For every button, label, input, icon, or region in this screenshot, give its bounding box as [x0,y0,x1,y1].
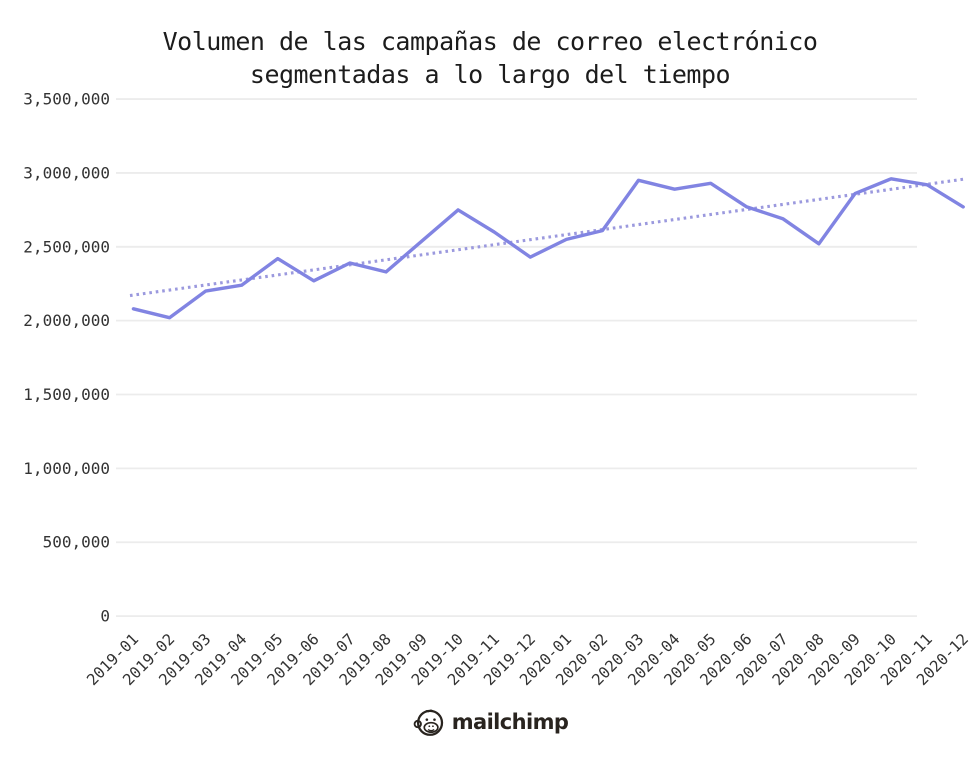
volume-line [131,177,965,320]
y-axis-tick-label: 1,500,000 [23,385,110,404]
mailchimp-logo: mailchimp [0,702,980,742]
y-axis-tick-label: 0 [100,607,110,626]
chart-title: Volumen de las campañas de correo electr… [0,25,980,91]
line-chart-plot: 3,500,000 3,000,000 2,500,000 2,000,000 1,50… [23,90,972,689]
y-axis-tick-label: 3,500,000 [23,90,110,109]
chart-title-line-1: Volumen de las campañas de correo electr… [162,27,818,56]
y-axis-tick-label: 2,000,000 [23,311,110,330]
mailchimp-freddie-icon [413,708,443,736]
trend-line [129,177,967,298]
y-axis-tick-label: 500,000 [43,533,110,552]
y-axis-tick-label: 1,000,000 [23,459,110,478]
chart-title-line-2: segmentadas a lo largo del tiempo [249,60,731,89]
y-axis-tick-label: 3,000,000 [23,163,110,182]
mailchimp-wordmark: mailchimp [451,710,569,734]
y-axis-tick-label: 2,500,000 [23,237,110,256]
